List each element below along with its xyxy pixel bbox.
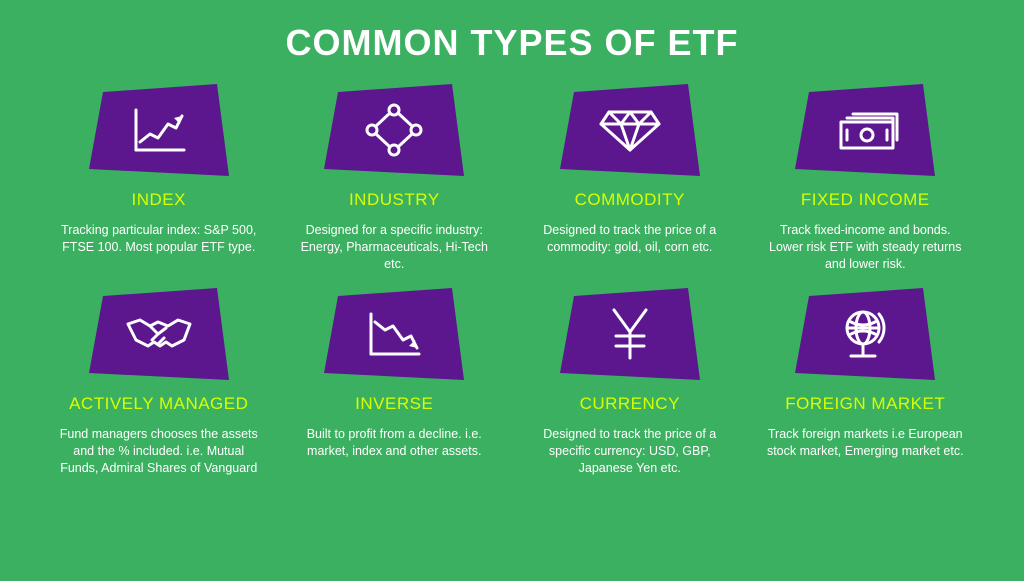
page-title: COMMON TYPES OF ETF — [0, 0, 1024, 74]
card-shape — [795, 84, 935, 176]
etf-card: INVERSE Built to profit from a decline. i… — [286, 288, 504, 482]
card-title: FOREIGN MARKET — [785, 394, 945, 414]
card-shape — [324, 288, 464, 380]
etf-card: COMMODITY Designed to track the price of … — [521, 84, 739, 278]
nodes-icon — [324, 84, 464, 176]
card-title: FIXED INCOME — [801, 190, 930, 210]
etf-card: FIXED INCOME Track fixed-income and bonds… — [757, 84, 975, 278]
etf-card: INDEX Tracking particular index: S&P 500,… — [50, 84, 268, 278]
card-title: INDEX — [132, 190, 186, 210]
card-shape — [560, 84, 700, 176]
cash-icon — [795, 84, 935, 176]
yen-icon — [560, 288, 700, 380]
chart-up-icon — [89, 84, 229, 176]
card-shape — [324, 84, 464, 176]
handshake-icon — [89, 288, 229, 380]
card-desc: Designed to track the price of a specifi… — [521, 426, 739, 482]
etf-card: CURRENCY Designed to track the price of a… — [521, 288, 739, 482]
diamond-icon — [560, 84, 700, 176]
etf-card: INDUSTRY Designed for a specific industry… — [286, 84, 504, 278]
globe-icon — [795, 288, 935, 380]
card-grid: INDEX Tracking particular index: S&P 500,… — [0, 74, 1024, 482]
card-desc: Track fixed-income and bonds. Lower risk… — [757, 222, 975, 278]
card-desc: Fund managers chooses the assets and the… — [50, 426, 268, 482]
card-desc: Designed to track the price of a commodi… — [521, 222, 739, 278]
card-title: ACTIVELY MANAGED — [69, 394, 248, 414]
etf-card: FOREIGN MARKET Track foreign markets i.e … — [757, 288, 975, 482]
card-title: CURRENCY — [580, 394, 680, 414]
etf-card: ACTIVELY MANAGED Fund managers chooses th… — [50, 288, 268, 482]
card-shape — [795, 288, 935, 380]
card-desc: Built to profit from a decline. i.e. mar… — [286, 426, 504, 482]
card-shape — [89, 84, 229, 176]
card-title: INVERSE — [355, 394, 433, 414]
card-desc: Designed for a specific industry: Energy… — [286, 222, 504, 278]
card-desc: Track foreign markets i.e European stock… — [757, 426, 975, 482]
chart-down-icon — [324, 288, 464, 380]
card-shape — [89, 288, 229, 380]
card-title: COMMODITY — [575, 190, 685, 210]
card-shape — [560, 288, 700, 380]
card-title: INDUSTRY — [349, 190, 440, 210]
card-desc: Tracking particular index: S&P 500, FTSE… — [50, 222, 268, 278]
